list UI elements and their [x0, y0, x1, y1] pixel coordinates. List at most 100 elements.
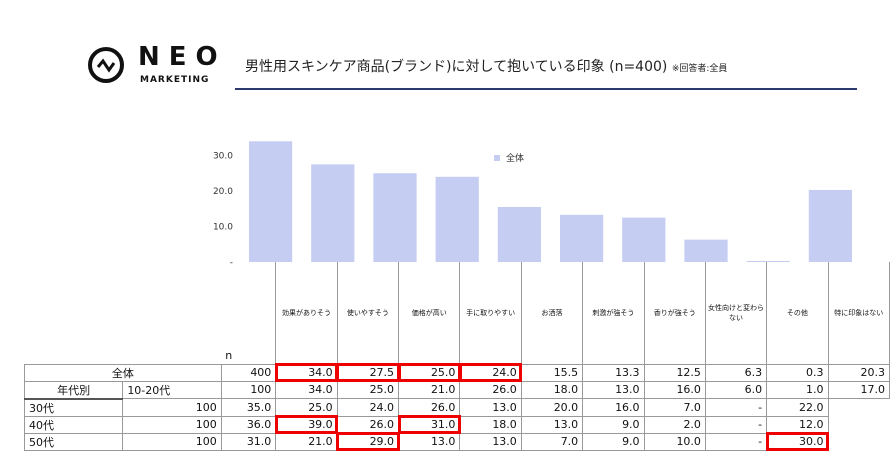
- value-cell: 25.0: [275, 398, 338, 417]
- value-cell: 22.0: [766, 398, 829, 417]
- value-cell: 34.0: [275, 380, 338, 399]
- bar: [622, 217, 666, 262]
- row-label: 30代: [23, 398, 124, 417]
- value-cell: 10.0: [643, 432, 706, 451]
- value-cell: 13.3: [582, 363, 645, 382]
- value-cell: 9.0: [582, 415, 645, 434]
- legend-swatch: [494, 155, 500, 161]
- category-header: 手に取りやすい: [459, 262, 522, 365]
- value-cell: 31.0: [397, 415, 461, 434]
- group-label: 年代別: [23, 380, 124, 400]
- bar: [808, 189, 852, 262]
- bar: [684, 239, 728, 262]
- value-cell: 26.0: [459, 380, 522, 399]
- row-label: 50代: [23, 432, 124, 451]
- value-cell: 18.0: [520, 380, 584, 399]
- bar: [560, 214, 604, 262]
- value-cell: 24.0: [458, 363, 523, 382]
- value-cell: 6.3: [704, 363, 768, 382]
- bar: [497, 206, 541, 262]
- category-header: 使いやすそう: [336, 262, 400, 365]
- header-row: n 効果がありそう 使いやすそう 価格が高い 手に取りやすい お洒落 刺激が強そう 香りが強そ…: [25, 262, 890, 365]
- y-tick-label: 10.0: [213, 223, 233, 233]
- legend-label: 全体: [506, 154, 525, 164]
- table-row: 年代別 10-20代 100 34.0 25.0 21.0 26.0 18.0 13.0 16.0…: [23, 380, 890, 400]
- value-cell: 25.0: [336, 380, 400, 399]
- value-cell: 24.0: [336, 398, 400, 417]
- value-cell: 12.5: [643, 363, 706, 382]
- title-text: 男性用スキンケア商品(ブランド)に対して抱いている印象 (n=400): [245, 59, 668, 75]
- bar: [373, 173, 417, 262]
- table-row: 50代 100 31.0 21.0 29.0 13.0 13.0 7.0 9.0 10.0-30.…: [23, 432, 890, 451]
- value-cell: 34.0: [274, 363, 339, 382]
- value-cell: 1.0: [766, 380, 829, 399]
- value-cell: 16.0: [582, 398, 645, 417]
- value-cell: 16.0: [643, 380, 706, 399]
- value-cell: 21.0: [398, 380, 461, 399]
- value-cell: 7.0: [643, 398, 706, 417]
- y-tick-label: -: [230, 258, 233, 268]
- bar: [435, 176, 479, 262]
- value-cell: 13.0: [398, 432, 461, 451]
- n-cell: 100: [220, 380, 277, 399]
- value-cell: 13.0: [459, 398, 522, 417]
- logo-icon: [88, 47, 124, 83]
- value-cell: 31.0: [220, 432, 277, 451]
- category-header: 刺激が強そう: [582, 262, 645, 365]
- row-label: 全体: [24, 363, 222, 382]
- value-cell: 29.0: [336, 432, 400, 451]
- chart-legend: 全体: [494, 151, 524, 164]
- category-header: お洒落: [520, 262, 584, 365]
- value-cell: 15.5: [520, 363, 584, 382]
- y-tick-label: 30.0: [213, 152, 233, 162]
- value-cell: 17.0: [827, 380, 890, 399]
- value-cell: -: [704, 398, 768, 417]
- n-cell: 100: [122, 398, 222, 417]
- category-header: 特に印象はない: [827, 262, 890, 365]
- value-cell: 13.0: [520, 415, 584, 434]
- value-cell: 13.0: [582, 380, 645, 399]
- n-cell: 400: [220, 363, 277, 382]
- value-cell: 21.0: [275, 432, 338, 451]
- value-cell: 2.0: [643, 415, 706, 434]
- value-cell: 6.0: [704, 380, 768, 399]
- bar: [311, 164, 355, 262]
- n-cell: 100: [122, 415, 222, 434]
- value-cell: 26.0: [398, 398, 461, 417]
- table-row: 40代 100 36.0 39.0 26.0 31.0 18.0 13.0 9.0 2.0-12.…: [23, 415, 890, 434]
- value-cell: 26.0: [336, 415, 400, 434]
- value-cell: 0.3: [766, 363, 829, 382]
- data-table: n 効果がありそう 使いやすそう 価格が高い 手に取りやすい お洒落 刺激が強そう 香りが強そ…: [23, 262, 890, 451]
- value-cell: 35.0: [220, 398, 277, 417]
- value-cell: 20.3: [827, 363, 890, 382]
- category-header: その他: [766, 262, 829, 365]
- value-cell: 39.0: [274, 415, 339, 434]
- value-cell: 20.0: [520, 398, 584, 417]
- bar: [249, 141, 293, 262]
- category-header: 効果がありそう: [275, 262, 338, 365]
- value-cell: 18.0: [459, 415, 522, 434]
- bar-chart: - 10.0 20.0 30.0: [213, 141, 852, 268]
- y-tick-label: 20.0: [213, 187, 233, 197]
- page-title: 男性用スキンケア商品(ブランド)に対して抱いている印象 (n=400) ※回答者…: [245, 56, 727, 76]
- title-underline: [235, 88, 857, 90]
- value-cell: 9.0: [582, 432, 645, 451]
- value-cell: 25.0: [397, 363, 461, 382]
- value-cell: 36.0: [220, 415, 277, 434]
- logo-name: NEO: [138, 42, 227, 72]
- value-cell: -: [704, 415, 768, 434]
- value-cell: 12.0: [766, 415, 829, 434]
- value-cell: 27.5: [336, 363, 400, 382]
- category-header: 香りが強そう: [643, 262, 706, 365]
- table-row: 30代 100 35.0 25.0 24.0 26.0 13.0 20.0 16.0 7.0-22…: [23, 398, 890, 417]
- value-cell: 7.0: [520, 432, 584, 451]
- row-label: 10-20代: [122, 380, 222, 399]
- n-cell: 100: [122, 432, 222, 451]
- value-cell: -: [704, 432, 768, 451]
- value-cell: 30.0: [765, 432, 830, 451]
- category-header: 女性向けと変わらない: [704, 262, 768, 365]
- row-label: 40代: [23, 415, 124, 434]
- value-cell: 13.0: [459, 432, 522, 451]
- table-row: 全体 400 34.0 27.5 25.0 24.0 15.5 13.3 12.5 6.3 0.3 2…: [24, 363, 890, 382]
